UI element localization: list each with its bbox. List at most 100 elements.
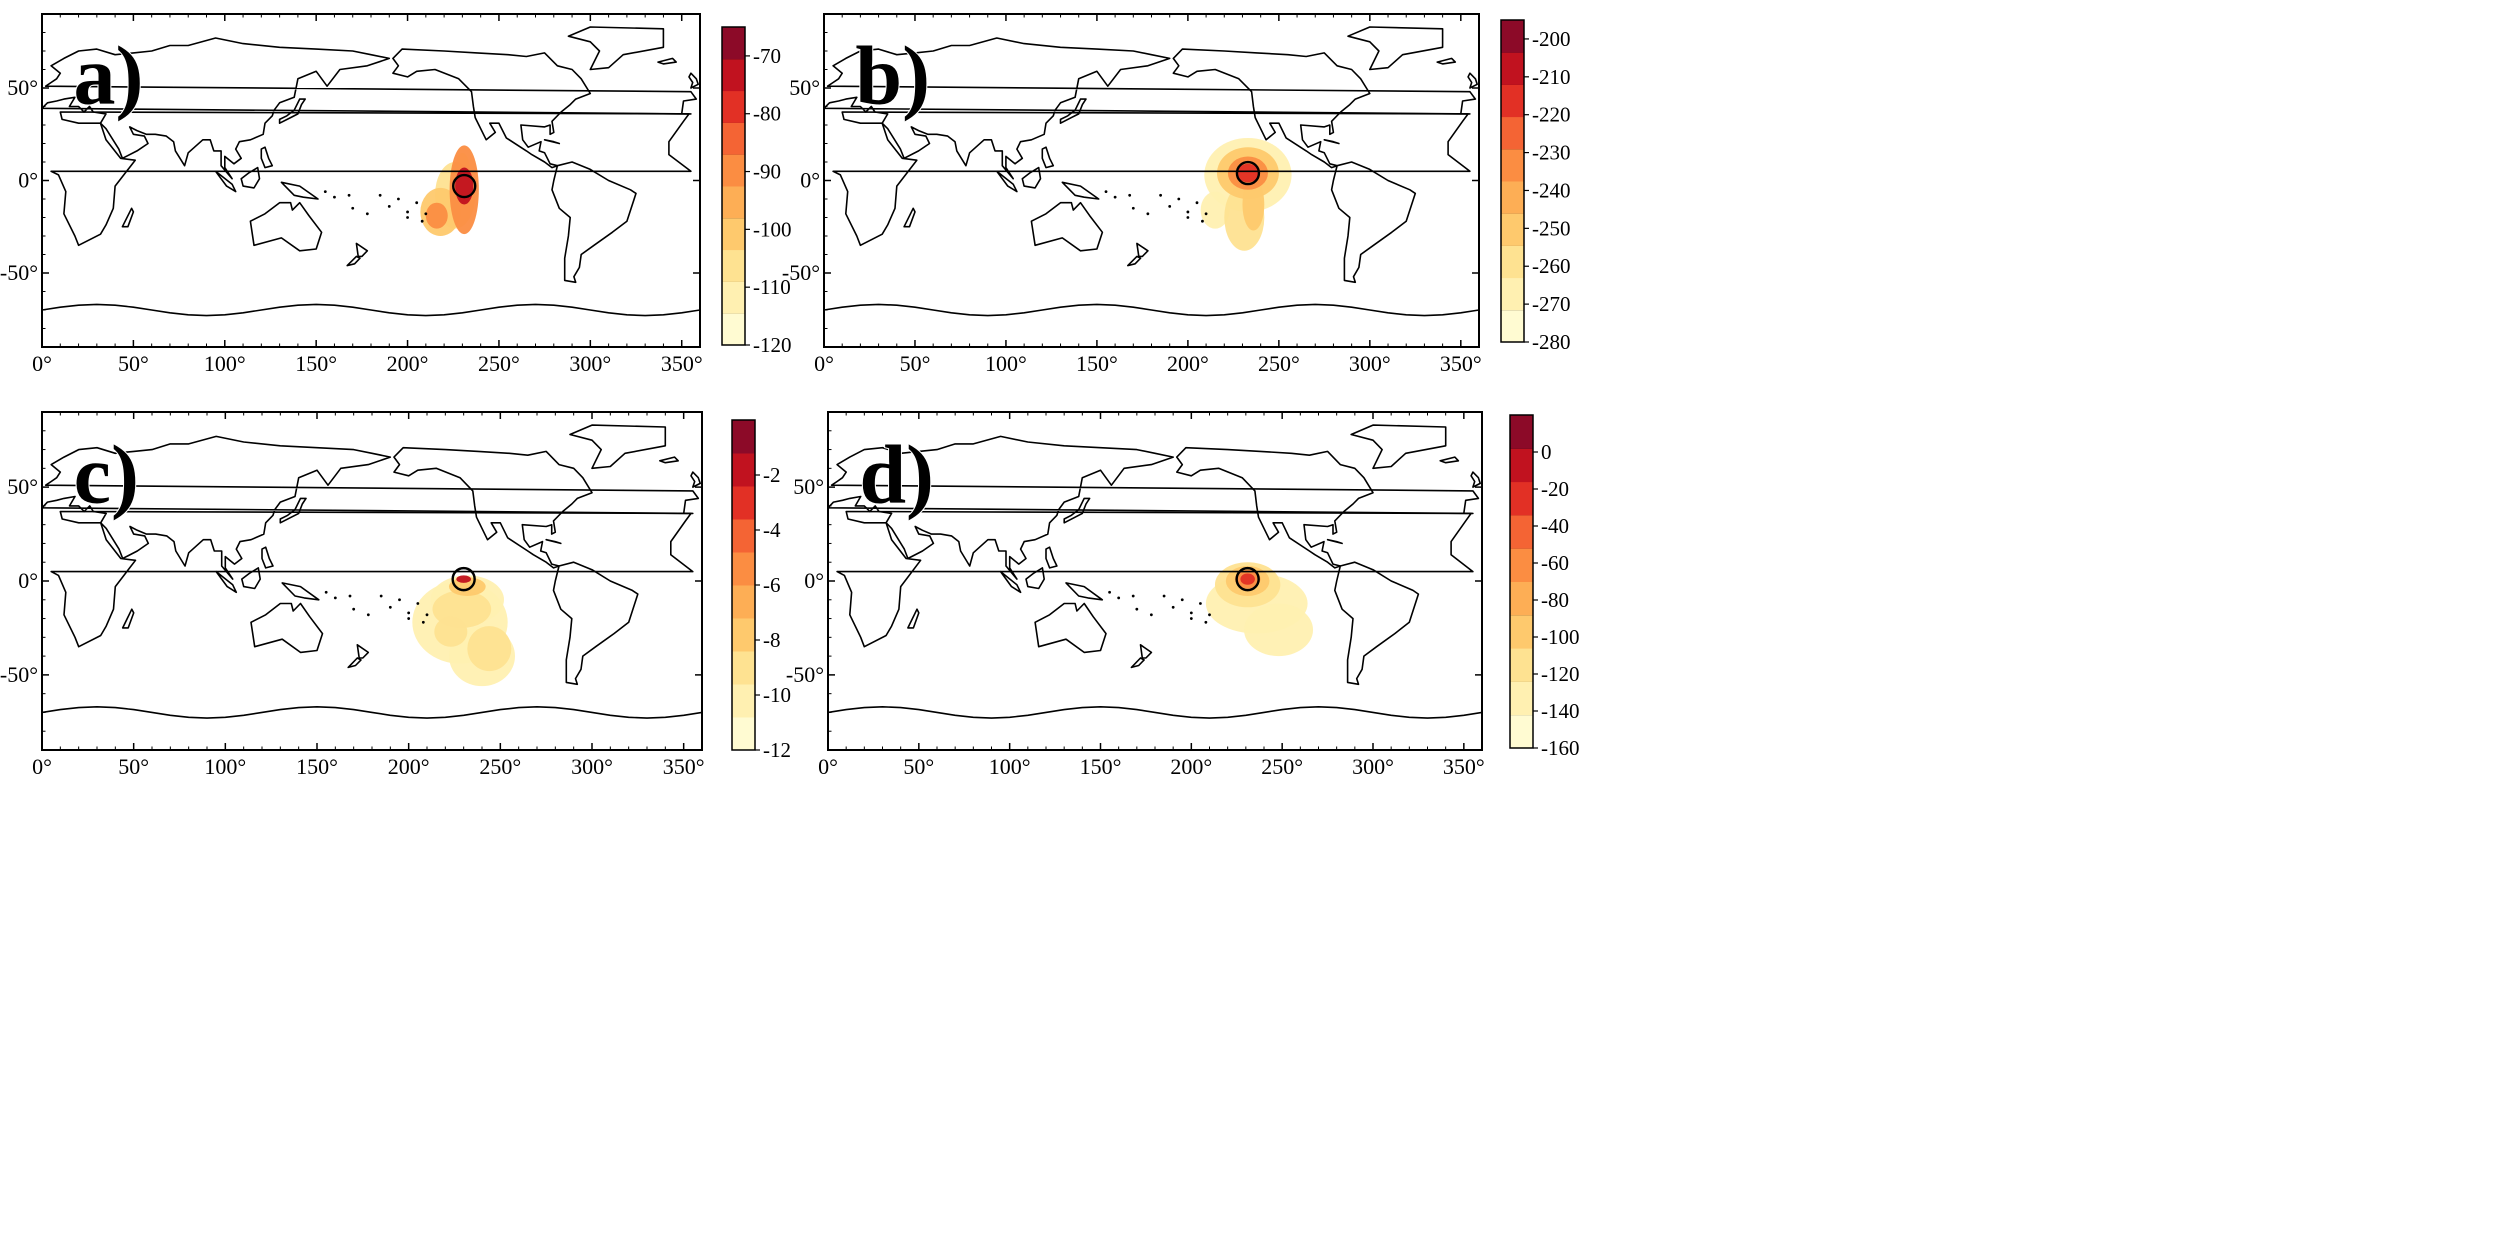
island-dot xyxy=(1186,210,1190,214)
colorbar-tick-label: -110 xyxy=(753,275,791,299)
coastline xyxy=(907,608,920,629)
coastline xyxy=(356,644,370,659)
island-dot xyxy=(378,193,382,197)
colorbar-segment xyxy=(1501,181,1524,214)
coastline xyxy=(1065,582,1104,601)
coastline xyxy=(281,582,320,601)
colorbar-segment xyxy=(732,420,755,454)
colorbar-tick-label: -200 xyxy=(1532,27,1571,51)
coastline-antarctica xyxy=(42,705,702,719)
field-layer xyxy=(412,575,515,687)
colorbar-segment xyxy=(1510,514,1533,549)
coastline xyxy=(688,72,699,89)
field-blob xyxy=(425,202,448,229)
island-dot xyxy=(1171,605,1175,609)
colorbar-frame xyxy=(1500,19,1525,343)
colorbar-segment xyxy=(722,90,745,123)
colorbar-segment xyxy=(1501,148,1524,182)
coastline xyxy=(50,510,694,648)
x-tick-label: 350° xyxy=(663,754,705,779)
colorbar-segment xyxy=(1510,581,1533,616)
coastline xyxy=(1172,48,1371,169)
colorbar-tick-label: -80 xyxy=(1541,588,1569,612)
colorbar-segment xyxy=(1501,309,1524,343)
colorbar-segment xyxy=(1510,614,1533,649)
colorbar-b: -200 -210 -220 -230 -240 -250 -260 -270 -280 xyxy=(1500,19,1571,354)
x-tick-label: 0° xyxy=(32,754,52,779)
colorbar-segment xyxy=(732,618,755,652)
coastline xyxy=(280,181,319,200)
colorbar-frame xyxy=(1509,414,1534,749)
coastline xyxy=(1045,546,1058,569)
colorbar-segment xyxy=(732,717,755,751)
island-dot xyxy=(424,212,428,216)
colorbar-tick-label: -120 xyxy=(753,333,792,357)
island-dot xyxy=(1131,206,1135,210)
island-dot xyxy=(1199,602,1202,605)
x-tick-label: 0° xyxy=(814,351,834,376)
island-dot xyxy=(1204,620,1208,624)
location-marker xyxy=(1235,160,1261,186)
colorbar-segment xyxy=(732,552,755,586)
coastline xyxy=(347,657,362,669)
coastline xyxy=(1059,98,1087,124)
x-tick-label: 200° xyxy=(1170,754,1212,779)
island-dot xyxy=(421,620,425,624)
y-tick-label: 0° xyxy=(18,168,38,193)
coastline xyxy=(903,207,916,228)
colorbar-tick-label: -20 xyxy=(1541,477,1569,501)
colorbar-segment xyxy=(722,217,745,251)
colorbar-tick-label: -6 xyxy=(763,573,781,597)
island-dot xyxy=(1117,596,1121,600)
colorbar-segment xyxy=(732,684,755,718)
colorbar-tick-label: -160 xyxy=(1541,736,1580,760)
coastline xyxy=(1176,446,1374,569)
coastline xyxy=(42,37,698,180)
colorbar-tick-label: -250 xyxy=(1532,216,1571,240)
field-blob xyxy=(1200,191,1230,229)
island-dot xyxy=(1177,197,1181,201)
colorbar-tick-label: -2 xyxy=(763,463,781,487)
y-tick-label: 50° xyxy=(793,474,824,499)
coastlines xyxy=(42,26,700,317)
coastline xyxy=(250,602,324,654)
coastline xyxy=(393,446,593,569)
x-tick-label: 50° xyxy=(118,351,149,376)
coastline xyxy=(1061,181,1100,200)
island-dot xyxy=(1208,613,1211,617)
colorbar-segment xyxy=(1501,116,1524,150)
island-dot xyxy=(1135,607,1139,611)
island-dot xyxy=(352,607,356,611)
coastlines xyxy=(824,26,1479,317)
island-dot xyxy=(333,195,336,199)
colorbar-segment xyxy=(1501,213,1524,246)
field-blob xyxy=(1237,163,1259,183)
island-dot xyxy=(324,590,328,594)
island-dot xyxy=(397,197,400,201)
colorbar-segment xyxy=(732,519,755,553)
colorbar-segment xyxy=(1501,84,1524,118)
x-tick-label: 300° xyxy=(1349,351,1391,376)
coastline xyxy=(1436,57,1457,65)
coastline xyxy=(1130,657,1145,669)
colorbar-segment xyxy=(722,281,745,314)
coastline xyxy=(278,98,306,124)
coastline xyxy=(1139,644,1153,659)
island-dot xyxy=(406,210,409,214)
coastline xyxy=(260,146,274,169)
x-tick-label: 0° xyxy=(818,754,838,779)
coastline xyxy=(552,561,639,686)
island-dot xyxy=(1201,219,1204,223)
colorbar-segment xyxy=(1510,681,1533,716)
coastline xyxy=(659,456,679,464)
x-tick-label: 300° xyxy=(571,754,613,779)
y-tick-label: 0° xyxy=(18,568,38,593)
colorbar-tick-label: -80 xyxy=(753,102,781,126)
colorbar-tick-label: -70 xyxy=(753,44,781,68)
island-dot xyxy=(347,193,351,197)
coastline xyxy=(346,255,361,267)
colorbar-tick-label: -60 xyxy=(1541,551,1569,575)
island-dot xyxy=(398,598,401,602)
coastline xyxy=(1127,255,1142,267)
island-dot xyxy=(407,617,411,620)
